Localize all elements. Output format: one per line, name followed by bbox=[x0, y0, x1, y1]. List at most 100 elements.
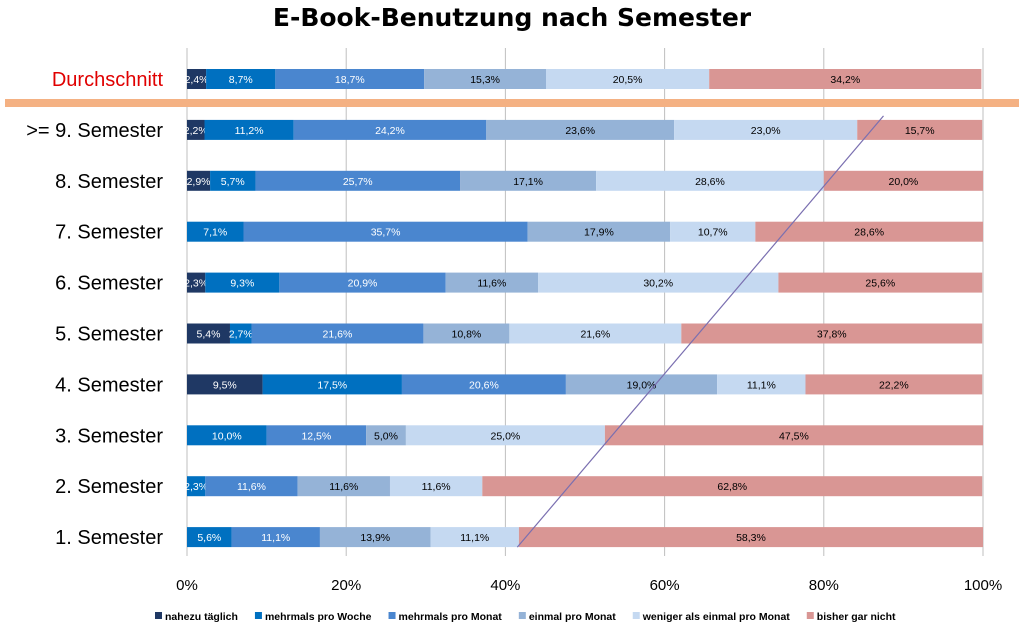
data-label: 11,1% bbox=[261, 532, 290, 544]
data-label: 20,0% bbox=[889, 176, 919, 188]
data-label: 2,2% bbox=[184, 125, 208, 137]
legend-label: nahezu täglich bbox=[165, 611, 238, 623]
data-label: 15,7% bbox=[905, 125, 935, 137]
data-label: 47,5% bbox=[779, 430, 809, 442]
legend-swatch bbox=[388, 612, 396, 619]
category-label: 7. Semester bbox=[55, 222, 163, 244]
bar-segment bbox=[460, 170, 597, 191]
bars: 2,4% 8,7% 18,7% 15,3% 20,5% 34,2% 2,2% 11,2% 24,… bbox=[184, 69, 983, 548]
bar-segment bbox=[778, 272, 983, 293]
bar-segment bbox=[430, 527, 519, 548]
bar-segment bbox=[401, 374, 566, 395]
bar-segment bbox=[229, 323, 252, 344]
data-label: 62,8% bbox=[717, 481, 747, 493]
bar-segment bbox=[366, 425, 406, 446]
data-label: 20,9% bbox=[348, 278, 378, 290]
bar-segment bbox=[538, 272, 779, 293]
bar-segment bbox=[518, 527, 983, 548]
bar-segment bbox=[445, 272, 539, 293]
bar-segment bbox=[231, 527, 320, 548]
category-label: 1. Semester bbox=[55, 527, 163, 549]
data-label: 23,6% bbox=[565, 125, 595, 137]
legend-label: mehrmals pro Woche bbox=[265, 611, 372, 623]
bar-segment bbox=[205, 272, 280, 293]
bar-segment bbox=[204, 119, 294, 140]
bar-segment bbox=[823, 170, 983, 191]
legend-label: mehrmals pro Monat bbox=[399, 611, 503, 623]
bar-segment bbox=[423, 323, 510, 344]
bar-segment bbox=[486, 119, 675, 140]
x-axis-ticks: 0% 20% 40% 60% 80% 100% bbox=[176, 577, 1002, 594]
data-label: 23,0% bbox=[751, 125, 781, 137]
bar-segment bbox=[187, 323, 230, 344]
category-label: 2. Semester bbox=[55, 476, 163, 498]
data-label: 19,0% bbox=[627, 379, 657, 391]
bar-segment bbox=[266, 425, 367, 446]
bar-segment bbox=[755, 221, 983, 242]
bar-segment bbox=[509, 323, 682, 344]
bar-segment bbox=[805, 374, 983, 395]
data-label: 7,1% bbox=[203, 227, 227, 239]
chart-title: E-Book-Benutzung nach Semester bbox=[273, 3, 752, 32]
overlays bbox=[5, 99, 1019, 548]
bar-segment bbox=[275, 69, 425, 89]
bar-segment bbox=[709, 69, 982, 89]
category-label: Durchschnitt bbox=[52, 69, 164, 91]
bar-segment bbox=[187, 476, 206, 497]
data-label: 11,2% bbox=[235, 125, 264, 137]
data-label: 17,9% bbox=[584, 227, 614, 239]
bar-segment bbox=[545, 69, 710, 89]
bar-segment bbox=[206, 69, 276, 89]
bar-segment bbox=[187, 272, 206, 293]
data-label: 21,6% bbox=[323, 329, 353, 341]
bar-segment bbox=[565, 374, 718, 395]
data-label: 13,9% bbox=[360, 532, 390, 544]
data-label: 20,6% bbox=[469, 379, 499, 391]
data-label: 2,3% bbox=[184, 278, 208, 290]
bar-segment bbox=[681, 323, 983, 344]
legend: nahezu täglich mehrmals pro Woche mehrmals… bbox=[155, 611, 896, 623]
x-tick-label: 80% bbox=[809, 577, 839, 594]
bar-segment bbox=[187, 527, 232, 548]
x-tick-label: 60% bbox=[650, 577, 680, 594]
category-labels: Durchschnitt >= 9. Semester 8. Semester 7. … bbox=[26, 69, 163, 549]
bar-segment bbox=[293, 119, 487, 140]
data-label: 2,4% bbox=[185, 74, 209, 86]
data-label: 2,3% bbox=[184, 481, 208, 493]
legend-swatch bbox=[518, 612, 526, 619]
x-tick-label: 20% bbox=[331, 577, 361, 594]
bar-segment bbox=[205, 476, 298, 497]
bar-segment bbox=[604, 425, 983, 446]
data-label: 11,6% bbox=[477, 278, 506, 290]
bar-segment bbox=[279, 272, 446, 293]
data-label: 24,2% bbox=[375, 125, 405, 137]
category-label: 6. Semester bbox=[55, 273, 163, 295]
bar-segment bbox=[187, 119, 205, 140]
bar-segment bbox=[527, 221, 671, 242]
legend-swatch bbox=[632, 612, 640, 619]
data-label: 20,5% bbox=[613, 74, 643, 86]
bar-segment bbox=[187, 170, 211, 191]
bar-segment bbox=[187, 374, 263, 395]
category-label: 5. Semester bbox=[55, 324, 163, 346]
separator-band bbox=[5, 99, 1019, 107]
x-tick-label: 100% bbox=[964, 577, 1002, 594]
data-label: 12,5% bbox=[301, 430, 331, 442]
bar-segment bbox=[243, 221, 528, 242]
data-label: 11,1% bbox=[460, 532, 489, 544]
data-label: 8,7% bbox=[229, 74, 253, 86]
data-label: 22,2% bbox=[879, 379, 909, 391]
data-label: 15,3% bbox=[470, 74, 500, 86]
bar-segment bbox=[187, 425, 267, 446]
data-label: 28,6% bbox=[854, 227, 884, 239]
data-label: 5,4% bbox=[197, 329, 221, 341]
bar-segment bbox=[187, 221, 244, 242]
bar-segment bbox=[670, 221, 756, 242]
data-label: 9,5% bbox=[213, 379, 237, 391]
bar-segment bbox=[424, 69, 546, 89]
category-label: 8. Semester bbox=[55, 171, 163, 193]
bar-segment bbox=[262, 374, 402, 395]
data-label: 37,8% bbox=[817, 329, 847, 341]
bar-segment bbox=[405, 425, 605, 446]
category-label: 3. Semester bbox=[55, 425, 163, 447]
